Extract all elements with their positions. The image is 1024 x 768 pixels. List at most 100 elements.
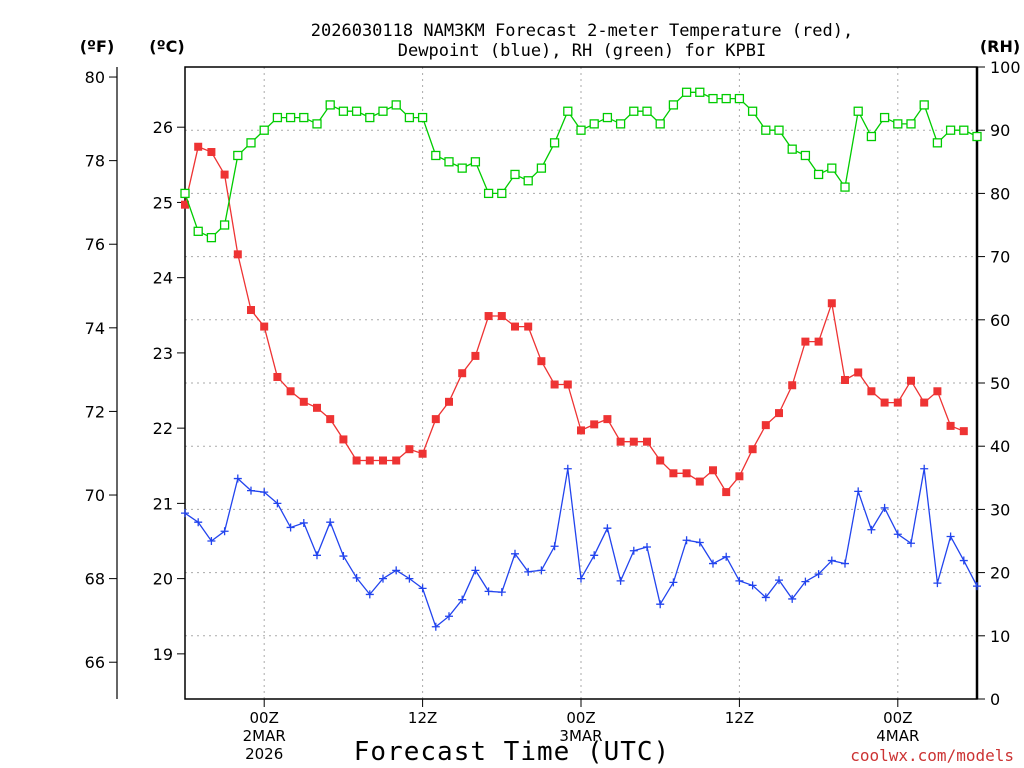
celsius-tick-label: 19: [153, 645, 173, 664]
temperature-point: [814, 337, 823, 346]
temperature-point: [722, 488, 731, 497]
rh-point: [246, 138, 256, 148]
rh-point: [523, 176, 533, 186]
temperature-point: [299, 397, 308, 406]
series-layer: [180, 87, 982, 631]
temperature-point: [445, 397, 453, 406]
fahrenheit-tick-label: 74: [85, 319, 105, 338]
fahrenheit-tick-label: 70: [85, 486, 105, 505]
rh-point: [893, 119, 903, 129]
rh-tick-label: 40: [990, 437, 1010, 456]
temperature-point: [775, 409, 783, 418]
rh-point: [417, 112, 428, 123]
fahrenheit-axis: 66 68 70 72 74 76 78 80: [85, 67, 118, 699]
temperature-point: [233, 250, 242, 259]
dewpoint-point: [194, 518, 203, 527]
temperature-point: [273, 372, 282, 381]
rh-point: [325, 100, 335, 110]
dewpoint-point: [722, 552, 731, 561]
rh-point: [404, 112, 415, 123]
dewpoint-point: [207, 537, 216, 545]
celsius-tick-label: 22: [153, 419, 173, 438]
dewpoint-point: [497, 588, 506, 597]
rh-tick-label: 100: [990, 58, 1021, 77]
rh-point: [972, 131, 982, 142]
temperature-point: [827, 299, 836, 308]
temperature-point: [629, 437, 638, 446]
fahrenheit-tick-label: 76: [85, 235, 105, 254]
rh-tick-label: 80: [990, 184, 1010, 203]
x-tick-label: 12Z: [725, 709, 754, 727]
rh-point: [879, 112, 890, 123]
rh-point: [549, 138, 560, 148]
temperature-point: [181, 200, 189, 209]
dewpoint-point: [814, 570, 823, 579]
dewpoint-point: [854, 487, 863, 496]
temperature-point: [563, 380, 572, 389]
dewpoint-point: [392, 566, 401, 575]
rh-point: [431, 150, 441, 161]
temperature-point: [365, 456, 374, 465]
rh-tick-label: 50: [990, 374, 1010, 393]
dewpoint-point: [484, 587, 493, 596]
dewpoint-point: [695, 538, 704, 547]
dewpoint-point: [524, 567, 533, 576]
temperature-point: [286, 387, 295, 396]
rh-point: [285, 112, 296, 123]
rh-point: [576, 125, 586, 135]
rh-point: [219, 220, 230, 230]
rh-point: [338, 106, 349, 116]
temperature-point: [313, 403, 321, 412]
rh-point: [932, 138, 943, 148]
temperature-point: [616, 437, 625, 446]
dewpoint-point: [788, 594, 797, 603]
temperature-point: [352, 456, 361, 465]
temperature-point: [959, 427, 968, 436]
rh-tick-label: 10: [990, 627, 1010, 646]
dewpoint-point: [933, 579, 942, 588]
rh-tick-label: 0: [990, 690, 1000, 709]
dewpoint-point: [352, 573, 361, 582]
rh-series: [180, 87, 982, 243]
dewpoint-point: [286, 523, 295, 532]
celsius-tick-label: 25: [153, 193, 173, 212]
rh-point: [813, 169, 824, 180]
dewpoint-point: [577, 574, 585, 583]
celsius-tick-label: 26: [153, 118, 173, 137]
temperature-point: [709, 466, 717, 475]
temperature-point: [458, 369, 467, 378]
x-tick-date: 3MAR: [559, 727, 602, 745]
rh-point: [906, 119, 916, 129]
x-tick-label: 00Z: [883, 709, 912, 727]
rh-point: [959, 125, 969, 135]
fahrenheit-tick-label: 78: [85, 152, 105, 171]
dewpoint-point: [616, 576, 625, 585]
rh-tick-label: 30: [990, 500, 1010, 519]
temperature-point: [431, 415, 440, 424]
dewpoint-point: [880, 503, 889, 512]
rh-point: [681, 87, 692, 97]
rh-axis: 0 10 20 30 40 50 60 70 80 90 100: [977, 58, 1021, 709]
temperature-point: [893, 398, 902, 407]
dewpoint-point: [920, 464, 929, 473]
dewpoint-point: [775, 576, 783, 585]
fahrenheit-tick-label: 68: [85, 570, 105, 589]
dewpoint-point: [748, 581, 757, 590]
dewpoint-point: [233, 474, 242, 483]
rh-point: [840, 182, 850, 192]
temperature-point: [247, 306, 255, 315]
rh-point: [827, 163, 837, 173]
rh-point: [945, 125, 956, 135]
temperature-point: [418, 449, 427, 458]
fahrenheit-tick-label: 80: [85, 68, 105, 87]
fahrenheit-tick-label: 66: [85, 653, 105, 672]
temperature-point: [735, 472, 744, 481]
temperature-point: [841, 375, 849, 384]
rh-tick-label: 70: [990, 248, 1010, 267]
dewpoint-point: [867, 525, 876, 534]
temperature-point: [220, 170, 229, 179]
rh-point: [747, 106, 758, 116]
dewpoint-point: [735, 576, 744, 585]
rh-point: [668, 100, 679, 110]
temperature-point: [326, 415, 335, 424]
